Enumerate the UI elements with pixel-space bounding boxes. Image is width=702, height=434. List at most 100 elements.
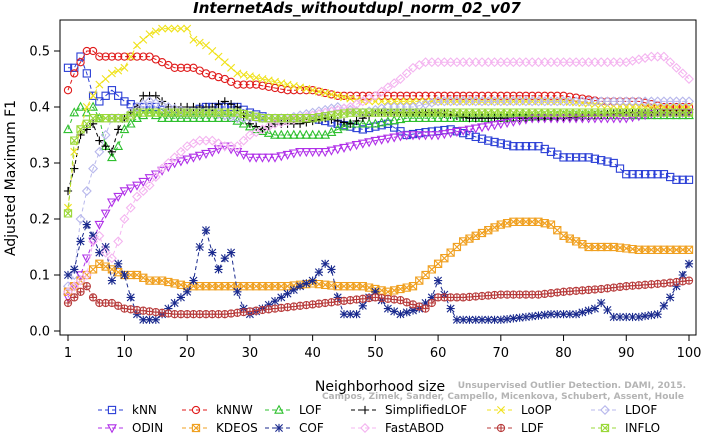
- data-point-fastabod: [389, 78, 400, 89]
- data-point-loop: [195, 38, 204, 47]
- data-point-knn: [521, 142, 531, 151]
- data-point-cof: [408, 306, 418, 315]
- data-point-fastabod: [69, 281, 80, 292]
- legend-item-knnw: kNNW: [182, 403, 253, 417]
- data-point-cof: [220, 254, 229, 263]
- data-point-knnw: [452, 91, 462, 100]
- data-point-odin: [389, 133, 400, 143]
- series-odin: [63, 108, 694, 303]
- data-point-lof: [75, 101, 86, 111]
- data-point-odin: [539, 114, 550, 124]
- data-point-cof: [95, 248, 104, 257]
- data-point-odin: [602, 114, 613, 124]
- data-point-knnw: [239, 80, 248, 89]
- data-point-odin: [489, 121, 500, 131]
- x-tick-label: 70: [493, 346, 510, 361]
- data-point-knn: [590, 154, 600, 163]
- data-point-loop: [390, 97, 399, 106]
- data-point-cof: [509, 314, 518, 323]
- data-point-knnw: [396, 91, 405, 100]
- data-point-ldof: [81, 186, 92, 196]
- data-point-lof: [276, 129, 287, 139]
- data-point-loop: [296, 83, 305, 92]
- data-point-cof: [490, 315, 499, 324]
- data-point-knnw: [415, 91, 424, 100]
- legend-marker: [274, 423, 284, 433]
- data-point-cof: [214, 265, 223, 274]
- data-point-lof: [282, 129, 293, 139]
- data-point-knn: [584, 153, 593, 162]
- series-ldf: [63, 276, 694, 319]
- data-point-knn: [640, 170, 650, 179]
- data-point-knnw: [314, 87, 324, 96]
- data-point-knnw: [321, 88, 330, 98]
- x-tick-label: 1: [64, 346, 72, 361]
- data-point-loop: [176, 24, 185, 33]
- data-point-cof: [289, 285, 298, 295]
- data-point-knnw: [76, 58, 85, 67]
- data-point-fastabod: [100, 247, 111, 258]
- legend-item-ldf: LDF: [487, 421, 544, 434]
- data-point-simplifiedlof: [252, 122, 261, 131]
- data-point-cof: [653, 310, 662, 319]
- data-point-fastabod: [81, 270, 92, 280]
- data-point-inflo: [70, 136, 79, 145]
- legend-label: ODIN: [132, 421, 163, 434]
- data-point-cof: [226, 248, 236, 257]
- data-point-loop: [252, 73, 261, 82]
- data-point-fastabod: [401, 68, 412, 79]
- data-point-loop: [377, 97, 386, 106]
- data-point-knn: [82, 69, 91, 78]
- data-point-lof: [320, 129, 331, 139]
- data-point-odin: [477, 123, 487, 133]
- data-point-knnw: [540, 91, 549, 100]
- data-point-knn: [509, 142, 518, 151]
- data-point-knnw: [427, 91, 436, 100]
- legend-item-ldof: LDOF: [591, 403, 657, 417]
- legend-marker: [107, 424, 117, 434]
- data-point-cof: [452, 315, 462, 324]
- data-point-ldof: [94, 146, 105, 157]
- data-point-cof: [402, 308, 411, 317]
- data-point-ldf: [76, 287, 85, 296]
- data-point-loop: [314, 87, 323, 96]
- data-point-lof: [408, 112, 418, 122]
- data-point-simplifiedlof: [95, 136, 104, 145]
- data-point-lof: [451, 112, 462, 122]
- data-point-cof: [277, 293, 286, 302]
- data-point-fastabod: [94, 230, 105, 241]
- data-point-odin: [483, 122, 494, 132]
- data-point-loop: [258, 75, 267, 83]
- data-point-lof: [389, 115, 400, 125]
- series-fastabod: [63, 51, 694, 297]
- data-point-loop: [402, 97, 411, 106]
- data-point-odin: [106, 198, 117, 208]
- data-point-fastabod: [75, 275, 86, 286]
- data-point-simplifiedlof: [358, 114, 367, 123]
- data-point-cof: [666, 293, 675, 302]
- data-point-knn: [571, 153, 581, 162]
- data-point-cof: [396, 310, 405, 319]
- data-point-loop: [164, 24, 173, 33]
- data-point-odin: [232, 148, 243, 158]
- data-point-fastabod: [665, 57, 676, 68]
- legend-marker: [191, 423, 201, 433]
- data-point-simplifiedlof: [352, 116, 361, 126]
- data-point-odin: [376, 135, 387, 145]
- data-point-odin: [257, 153, 268, 163]
- data-point-odin: [182, 155, 193, 165]
- data-point-loop: [183, 24, 192, 33]
- data-point-knnw: [471, 91, 480, 100]
- data-point-fastabod: [213, 138, 224, 149]
- data-point-knn: [515, 142, 524, 151]
- legend-marker: [600, 423, 610, 433]
- data-point-cof: [684, 259, 694, 268]
- data-point-fastabod: [157, 163, 168, 174]
- data-point-loop: [145, 30, 154, 39]
- data-point-lof: [326, 126, 337, 136]
- data-point-odin: [564, 114, 575, 124]
- data-point-odin: [339, 143, 349, 153]
- data-point-ldf: [427, 298, 436, 308]
- data-point-odin: [558, 114, 569, 124]
- series-layer: [63, 24, 694, 324]
